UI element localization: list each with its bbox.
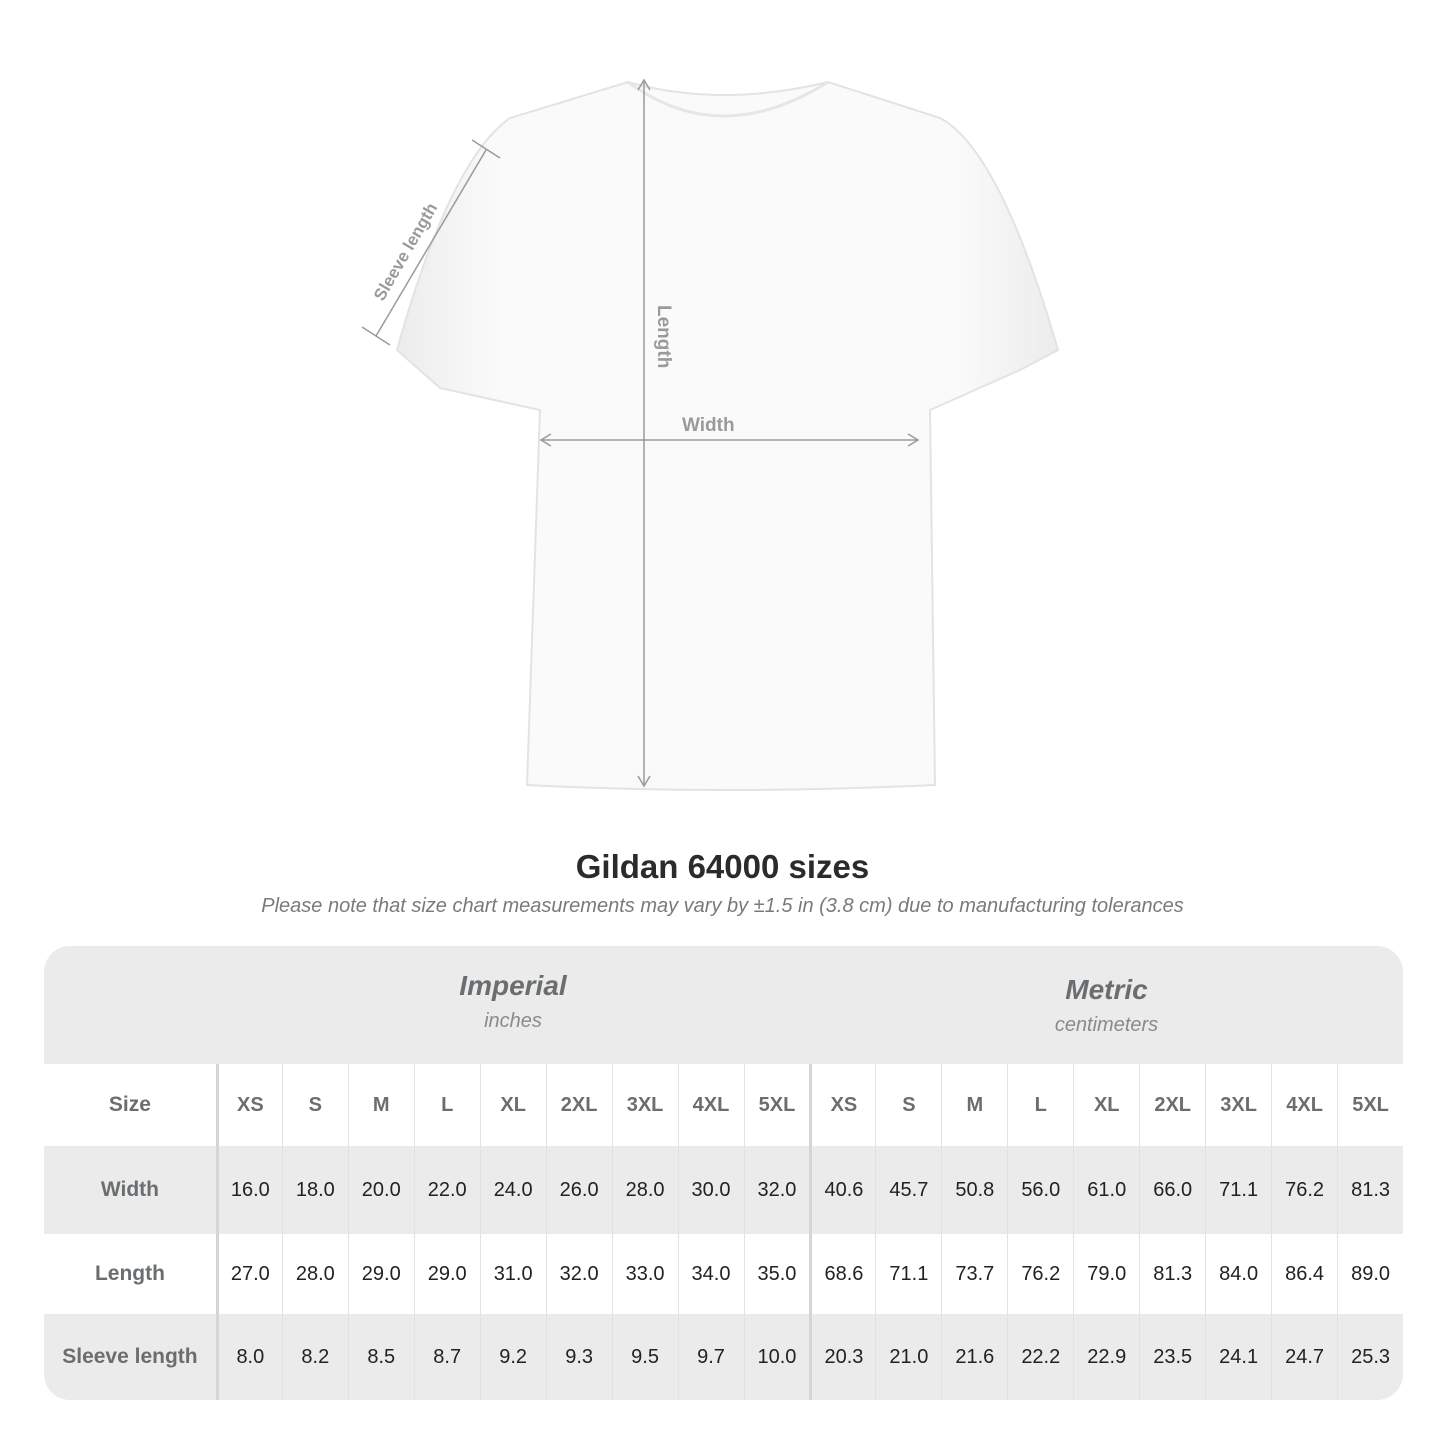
metric-value-cell: 20.3 xyxy=(809,1314,875,1400)
imperial-size-header: 3XL xyxy=(611,1064,678,1146)
metric-value-cell: 25.3 xyxy=(1337,1314,1403,1400)
metric-value-cell: 76.2 xyxy=(1271,1146,1337,1234)
metric-value-cell: 81.3 xyxy=(1139,1234,1205,1314)
metric-value-cell: 21.6 xyxy=(941,1314,1007,1400)
metric-size-header: M xyxy=(941,1064,1007,1146)
imperial-value-cell: 9.2 xyxy=(479,1314,546,1400)
imperial-value-cell: 24.0 xyxy=(479,1146,546,1234)
metric-header: Metric centimeters xyxy=(810,946,1403,1064)
imperial-value-cell: 16.0 xyxy=(215,1146,282,1234)
imperial-value-cell: 28.0 xyxy=(611,1146,678,1234)
imperial-size-header: 2XL xyxy=(545,1064,612,1146)
length-label: Length xyxy=(653,305,674,368)
tshirt-diagram: Sleeve length Length Width xyxy=(361,78,1060,791)
metric-size-header: 3XL xyxy=(1205,1064,1271,1146)
imperial-value-cell: 28.0 xyxy=(281,1234,348,1314)
metric-value-cell: 61.0 xyxy=(1073,1146,1139,1234)
metric-value-cell: 76.2 xyxy=(1007,1234,1073,1314)
table-row: Width 16.0 18.0 20.0 22.0 24.0 26.0 28.0 30.0 32.… xyxy=(44,1146,1403,1234)
metric-size-header: S xyxy=(875,1064,941,1146)
imperial-value-cell: 29.0 xyxy=(413,1234,480,1314)
metric-size-header: 2XL xyxy=(1139,1064,1205,1146)
imperial-size-header: L xyxy=(413,1064,480,1146)
metric-size-header: 4XL xyxy=(1271,1064,1337,1146)
imperial-value-cell: 10.0 xyxy=(743,1314,810,1400)
metric-size-header: 5XL xyxy=(1337,1064,1403,1146)
imperial-value-cell: 8.7 xyxy=(413,1314,480,1400)
imperial-value-cell: 35.0 xyxy=(743,1234,810,1314)
imperial-value-cell: 29.0 xyxy=(347,1234,414,1314)
imperial-value-cell: 8.2 xyxy=(281,1314,348,1400)
metric-value-cell: 24.7 xyxy=(1271,1314,1337,1400)
page-title: Gildan 64000 sizes xyxy=(575,848,870,885)
metric-value-cell: 22.9 xyxy=(1073,1314,1139,1400)
metric-value-cell: 84.0 xyxy=(1205,1234,1271,1314)
imperial-value-cell: 9.3 xyxy=(545,1314,612,1400)
imperial-label: Imperial xyxy=(459,970,567,1001)
imperial-value-cell: 32.0 xyxy=(545,1234,612,1314)
row-label: Size xyxy=(108,1093,151,1116)
sleeve-measure-line xyxy=(375,149,487,337)
metric-value-cell: 56.0 xyxy=(1007,1146,1073,1234)
imperial-value-cell: 33.0 xyxy=(611,1234,678,1314)
metric-value-cell: 23.5 xyxy=(1139,1314,1205,1400)
metric-size-header: XS xyxy=(809,1064,875,1146)
imperial-size-header: 5XL xyxy=(743,1064,810,1146)
imperial-value-cell: 8.5 xyxy=(347,1314,414,1400)
imperial-header: Imperial inches xyxy=(216,946,810,1064)
imperial-value-cell: 31.0 xyxy=(479,1234,546,1314)
metric-value-cell: 68.6 xyxy=(809,1234,875,1314)
imperial-size-header: 4XL xyxy=(677,1064,744,1146)
metric-value-cell: 21.0 xyxy=(875,1314,941,1400)
imperial-size-header: M xyxy=(347,1064,414,1146)
imperial-value-cell: 30.0 xyxy=(677,1146,744,1234)
metric-unit: centimeters xyxy=(1054,1014,1159,1036)
metric-value-cell: 40.6 xyxy=(809,1146,875,1234)
size-table: Imperial inches Metric centimeters Size X… xyxy=(44,946,1403,1400)
metric-value-cell: 71.1 xyxy=(875,1234,941,1314)
metric-value-cell: 66.0 xyxy=(1139,1146,1205,1234)
imperial-unit: inches xyxy=(484,1010,542,1032)
imperial-value-cell: 8.0 xyxy=(215,1314,282,1400)
imperial-value-cell: 27.0 xyxy=(215,1234,282,1314)
size-header-row: Size XS S M L XL 2XL 3XL 4XL 5XL XS S M L XL 2XL 3XL 4XL 5… xyxy=(44,1064,1403,1146)
metric-value-cell: 79.0 xyxy=(1073,1234,1139,1314)
width-label: Width xyxy=(682,415,735,436)
metric-value-cell: 86.4 xyxy=(1271,1234,1337,1314)
imperial-size-header: XL xyxy=(479,1064,546,1146)
metric-size-header: XL xyxy=(1073,1064,1139,1146)
metric-value-cell: 24.1 xyxy=(1205,1314,1271,1400)
metric-value-cell: 45.7 xyxy=(875,1146,941,1234)
metric-value-cell: 73.7 xyxy=(941,1234,1007,1314)
imperial-value-cell: 9.7 xyxy=(677,1314,744,1400)
tolerance-note: Please note that size chart measurements… xyxy=(261,895,1184,917)
metric-size-header: L xyxy=(1007,1064,1073,1146)
imperial-size-header: XS xyxy=(215,1064,282,1146)
imperial-size-header: S xyxy=(281,1064,348,1146)
metric-value-cell: 50.8 xyxy=(941,1146,1007,1234)
row-label: Sleeve length xyxy=(62,1345,198,1368)
row-label: Length xyxy=(94,1262,165,1285)
metric-value-cell: 89.0 xyxy=(1337,1234,1403,1314)
metric-value-cell: 71.1 xyxy=(1205,1146,1271,1234)
imperial-value-cell: 9.5 xyxy=(611,1314,678,1400)
table-row: Length 27.0 28.0 29.0 29.0 31.0 32.0 33.0 34.0 35… xyxy=(44,1234,1403,1314)
metric-value-cell: 22.2 xyxy=(1007,1314,1073,1400)
table-row: Sleeve length 8.0 8.2 8.5 8.7 9.2 9.3 9.5 9.7 10.… xyxy=(44,1314,1403,1400)
tshirt-image xyxy=(395,80,1060,791)
metric-value-cell: 81.3 xyxy=(1337,1146,1403,1234)
row-label: Width xyxy=(100,1178,159,1201)
imperial-value-cell: 32.0 xyxy=(743,1146,810,1234)
imperial-value-cell: 26.0 xyxy=(545,1146,612,1234)
metric-label: Metric xyxy=(1065,974,1148,1005)
imperial-value-cell: 34.0 xyxy=(677,1234,744,1314)
imperial-value-cell: 20.0 xyxy=(347,1146,414,1234)
imperial-value-cell: 22.0 xyxy=(413,1146,480,1234)
imperial-value-cell: 18.0 xyxy=(281,1146,348,1234)
